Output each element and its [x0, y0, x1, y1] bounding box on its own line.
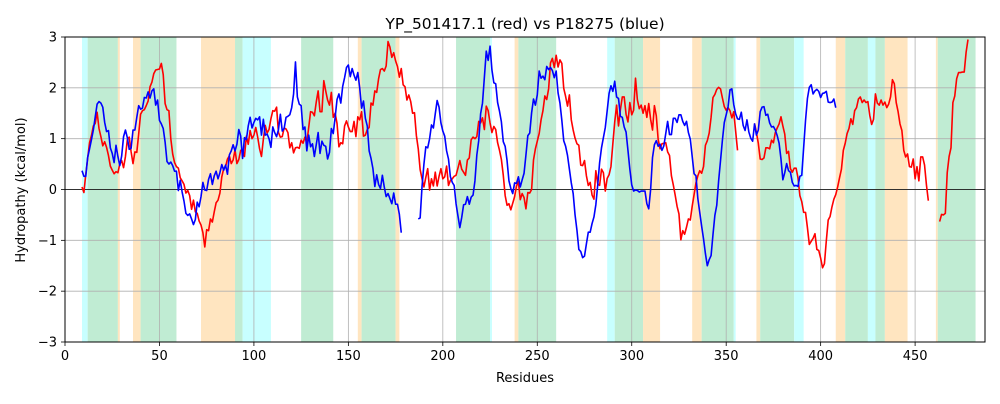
y-tick-label: 2	[49, 81, 57, 96]
x-tick-label: 150	[336, 349, 361, 364]
x-tick-label: 250	[525, 349, 550, 364]
x-tick-label: 100	[241, 349, 266, 364]
y-tick-label: −2	[38, 285, 57, 300]
series-layer	[81, 39, 969, 269]
x-tick-label: 400	[808, 349, 833, 364]
series-line-red	[81, 39, 969, 269]
x-tick-label: 350	[714, 349, 739, 364]
x-tick-label: 300	[619, 349, 644, 364]
x-tick-label: 450	[903, 349, 928, 364]
x-tick-label: 0	[61, 349, 69, 364]
x-tick-label: 200	[430, 349, 455, 364]
x-axis-label: Residues	[496, 371, 554, 386]
y-axis-label: Hydropathy (kcal/mol)	[14, 117, 29, 262]
y-tick-label: 1	[49, 132, 57, 147]
y-tick-label: −3	[38, 336, 57, 351]
y-tick-label: 0	[49, 183, 57, 198]
series-line-blue	[81, 45, 837, 267]
x-tick-label: 50	[151, 349, 168, 364]
y-tick-label: 3	[49, 31, 57, 46]
y-tick-label: −1	[38, 234, 57, 249]
tick-layer: 0 50 100 150 200 250 300 350 400 450 −3 −2 −1 0 1 2 3	[38, 31, 928, 365]
chart-title: YP_501417.1 (red) vs P18275 (blue)	[384, 15, 664, 34]
